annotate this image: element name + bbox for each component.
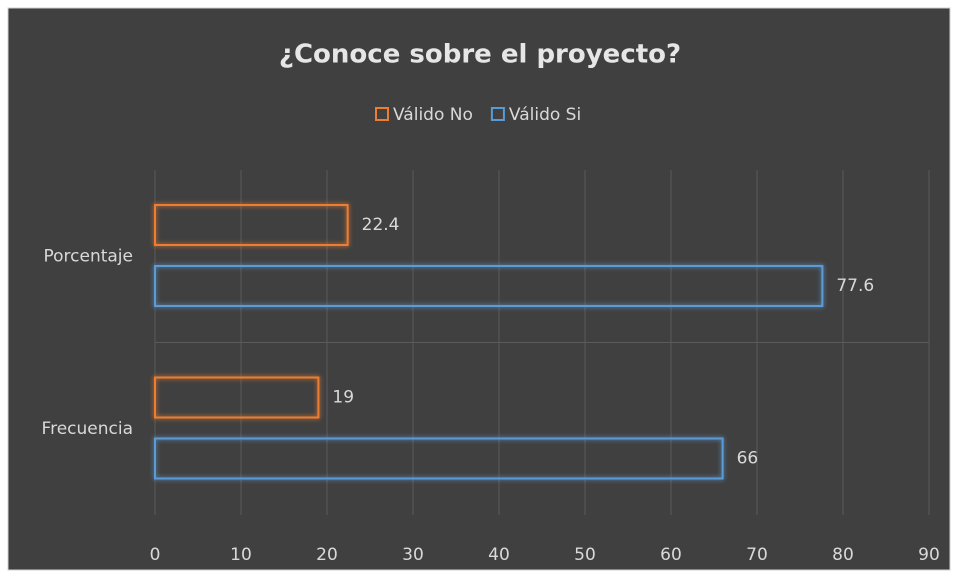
chart-title: ¿Conoce sobre el proyecto?	[279, 40, 681, 70]
data-label: 22.4	[362, 215, 400, 235]
x-tick-label: 60	[660, 545, 682, 565]
y-tick-label: Frecuencia	[42, 419, 133, 439]
bar	[154, 204, 349, 246]
data-label: 66	[737, 449, 759, 469]
x-tick-label: 30	[402, 545, 424, 565]
x-tick-label: 80	[832, 545, 854, 565]
bar	[154, 376, 320, 419]
bar	[154, 437, 724, 480]
legend-swatch	[490, 107, 505, 121]
x-tick-label: 90	[918, 545, 940, 565]
data-label: 77.6	[836, 276, 874, 296]
x-tick-label: 20	[316, 545, 338, 565]
legend-swatch	[375, 107, 389, 121]
x-tick-label: 70	[746, 545, 768, 565]
x-tick-label: 10	[230, 545, 252, 565]
x-tick-label: 0	[150, 545, 161, 565]
x-tick-label: 50	[574, 545, 596, 565]
legend-label: Válido Si	[509, 105, 581, 125]
y-tick-label: Porcentaje	[43, 246, 133, 266]
chart-background	[7, 7, 951, 571]
data-label: 19	[332, 388, 354, 408]
legend-label: Válido No	[393, 105, 473, 125]
bar	[154, 265, 824, 307]
x-tick-label: 40	[488, 545, 510, 565]
